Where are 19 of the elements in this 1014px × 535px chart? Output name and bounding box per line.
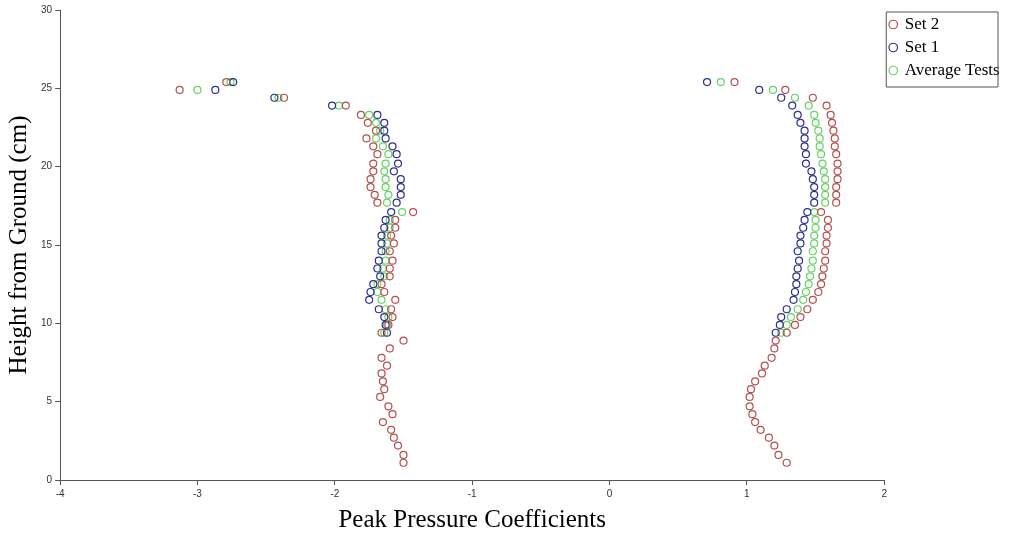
x-tick-label: 2 (881, 487, 888, 499)
legend-label: Set 2 (904, 13, 940, 33)
y-tick-label: 25 (41, 82, 53, 94)
x-axis-title: Peak Pressure Coefficients (338, 504, 606, 532)
y-axis-title: Height from Ground (cm) (3, 115, 32, 375)
y-tick-label: 20 (41, 160, 53, 172)
y-tick-label: 30 (41, 3, 53, 15)
y-tick-label: 15 (41, 238, 53, 250)
y-tick-label: 10 (41, 317, 53, 329)
x-tick-label: -4 (55, 487, 65, 499)
x-tick-label: -2 (330, 487, 340, 499)
x-tick-label: -1 (467, 487, 478, 499)
x-tick-label: 1 (744, 487, 751, 499)
legend-label: Average Tests (904, 59, 1000, 79)
x-tick-label: 0 (606, 487, 613, 499)
legend-label: Set 1 (904, 36, 940, 56)
y-tick-label: 0 (46, 473, 53, 485)
y-tick-label: 5 (46, 395, 53, 407)
x-tick-label: -3 (193, 487, 203, 499)
